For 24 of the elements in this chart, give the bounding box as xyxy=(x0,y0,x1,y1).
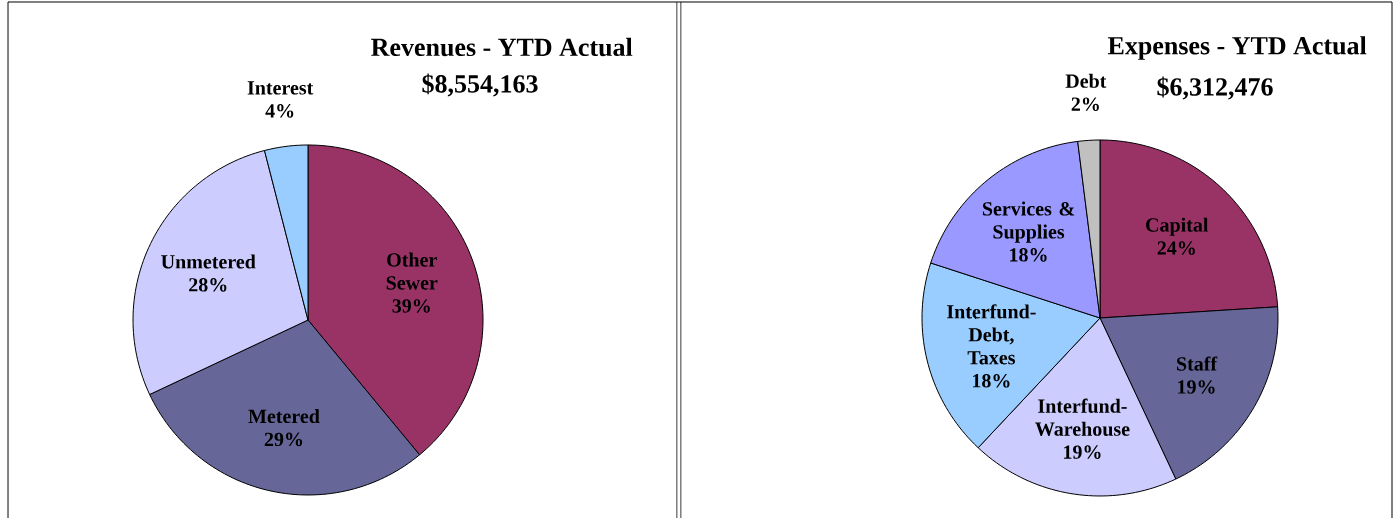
chart-subtitle: $8,554,163 xyxy=(422,73,538,97)
slice-label: Capital xyxy=(1146,217,1209,236)
slice-label: Interfund-Debt, Taxes xyxy=(947,304,1036,365)
data-label: 18% xyxy=(972,373,1010,388)
data-label: 39% xyxy=(392,299,430,313)
data-label: 24% xyxy=(1157,241,1195,255)
slice-label: Interest xyxy=(247,81,314,95)
data-label: 29% xyxy=(264,432,303,447)
data-label: 28% xyxy=(189,278,227,292)
chart-subtitle: $6,312,476 xyxy=(1157,76,1273,100)
slice-label: Staff xyxy=(1177,356,1218,371)
data-label: 19% xyxy=(1178,380,1215,394)
data-label: 2% xyxy=(1071,97,1099,111)
slice-label: Services & Supplies xyxy=(982,201,1075,243)
chart-title: Expenses - YTD Actual xyxy=(1107,36,1367,60)
slice-label: Other Sewer xyxy=(386,252,438,290)
slice-label: Metered xyxy=(248,409,320,424)
data-label: 4% xyxy=(265,104,294,118)
data-label: 19% xyxy=(1064,445,1101,459)
slice-label: Interfund-Warehouse xyxy=(1035,398,1130,436)
data-label: 18% xyxy=(1010,248,1047,262)
chart-title: Revenues - YTD Actual xyxy=(371,37,633,57)
slice-label: Debt xyxy=(1065,73,1107,88)
slice-label: Unmetered xyxy=(161,254,256,269)
